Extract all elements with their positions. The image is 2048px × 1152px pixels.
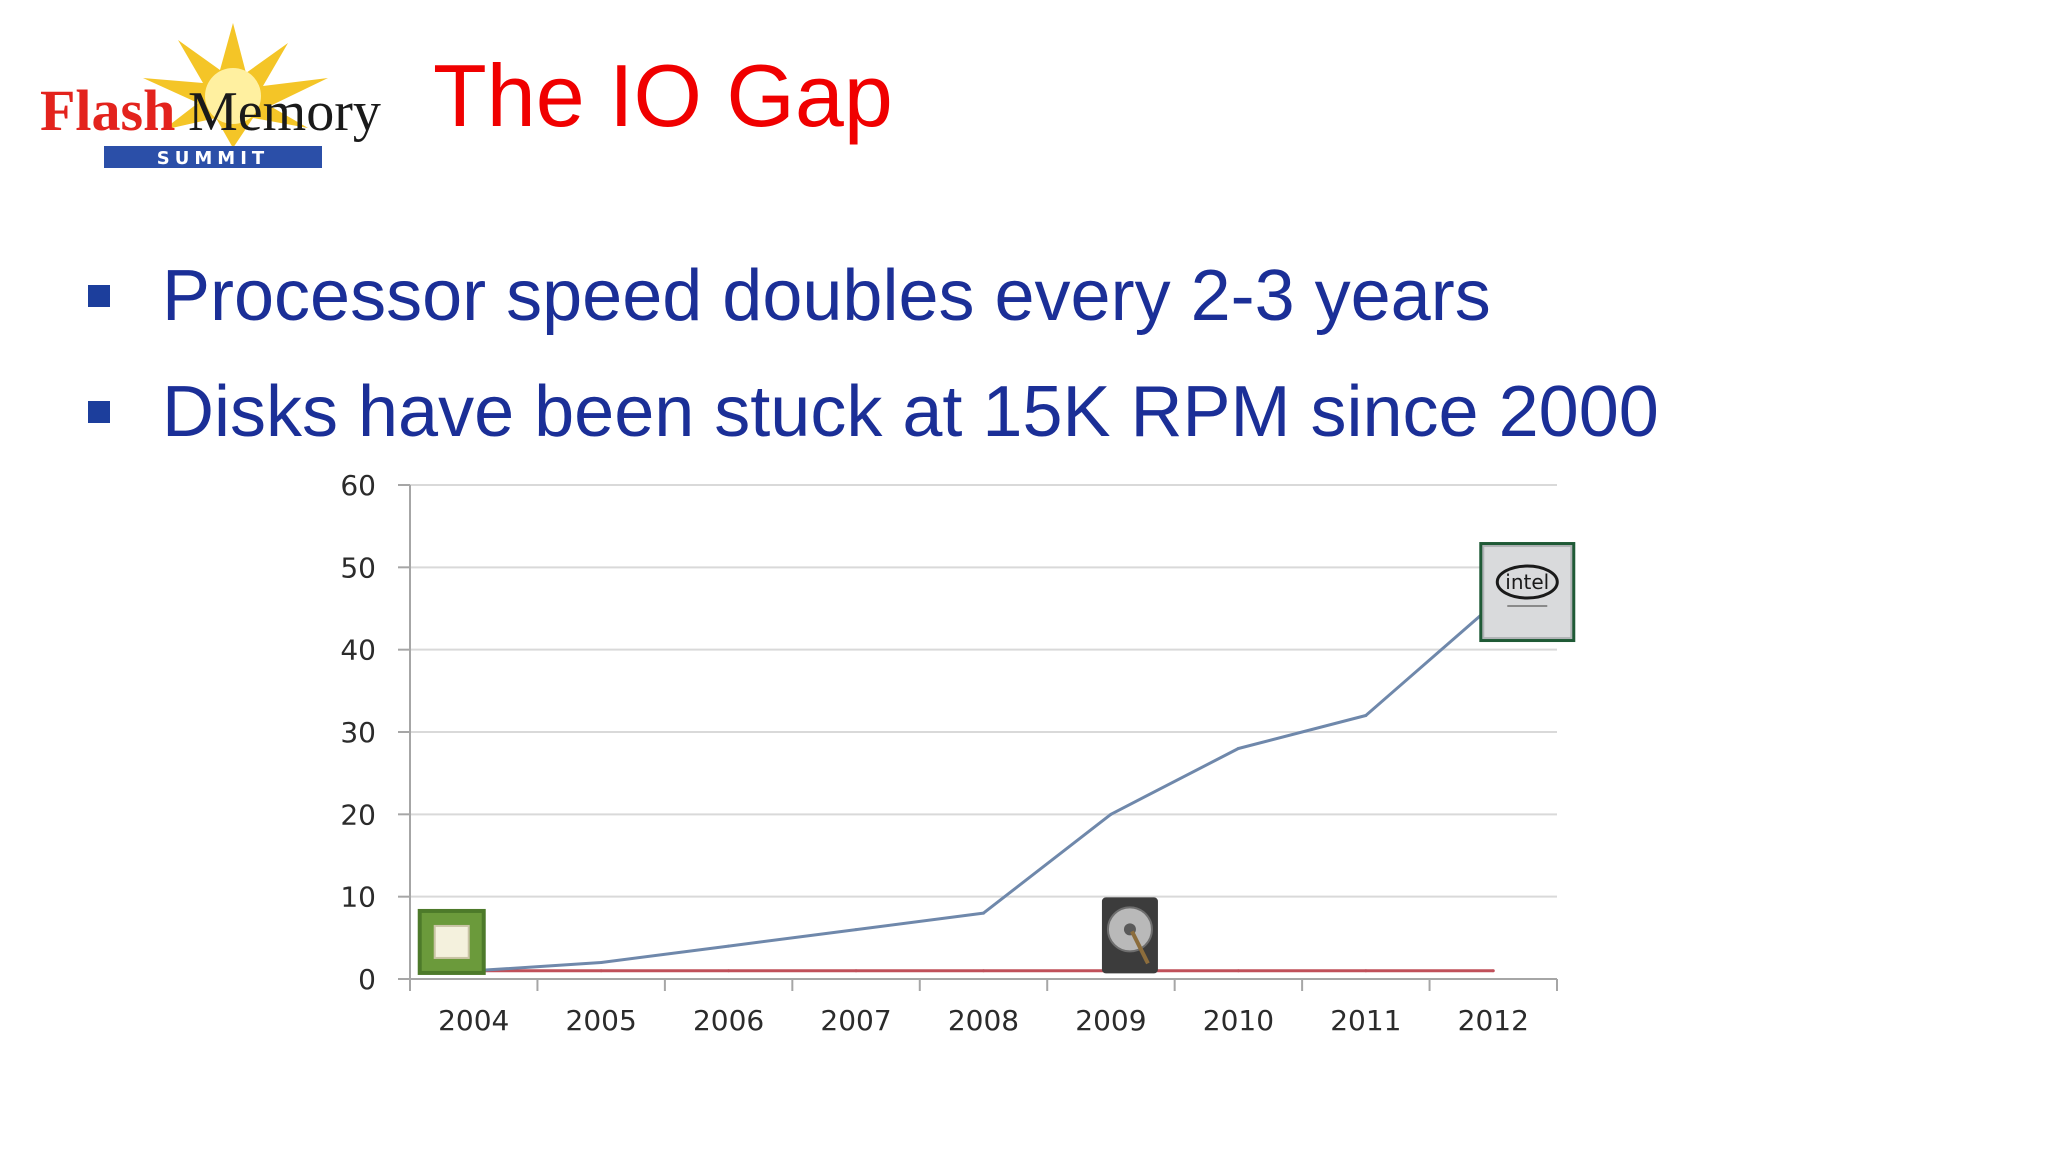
series-point xyxy=(1364,969,1368,973)
chip-die xyxy=(433,924,470,959)
intel-logo-ring xyxy=(1495,564,1559,600)
axes xyxy=(398,484,1558,991)
intel-processor-chip-icon: intel xyxy=(1479,542,1576,643)
amd-processor-chip-icon xyxy=(417,908,486,975)
y-tick-label: 50 xyxy=(340,551,376,584)
series-point xyxy=(1236,969,1240,973)
x-tick-label: 2010 xyxy=(1203,1004,1274,1037)
x-tick-label: 2005 xyxy=(566,1004,637,1037)
flash-memory-summit-logo: Flash Memory SUMMIT xyxy=(40,23,381,169)
x-tick-label: 2008 xyxy=(948,1004,1019,1037)
logo-word-summit: SUMMIT xyxy=(157,148,269,169)
logo-word-flash: Flash xyxy=(40,78,175,143)
chip-heatspreader xyxy=(1482,545,1573,640)
series-point xyxy=(727,944,731,948)
y-tick-label: 40 xyxy=(340,634,376,667)
x-tick-label: 2012 xyxy=(1458,1004,1529,1037)
logo-word-memory: Memory xyxy=(188,81,381,143)
bullet-text: Disks have been stuck at 15K RPM since 2… xyxy=(162,372,1659,452)
series-point xyxy=(727,969,731,973)
bullet-text: Processor speed doubles every 2-3 years xyxy=(162,256,1491,336)
x-tick-label: 2009 xyxy=(1075,1004,1146,1037)
series-line xyxy=(473,603,1495,973)
bullet-item: Disks have been stuck at 15K RPM since 2… xyxy=(88,354,1659,470)
y-tick-label: 10 xyxy=(340,881,376,914)
series-point xyxy=(1109,812,1113,816)
x-tick-label: 2004 xyxy=(438,1004,509,1037)
series-point xyxy=(1491,969,1495,973)
series-point xyxy=(982,969,985,973)
x-tick-label: 2011 xyxy=(1330,1004,1401,1037)
tick-labels: 0 10 20 30 40 50 60 2004 2005 2006 2007 2008 2009 201… xyxy=(340,469,1529,1037)
logo-summit-bar xyxy=(104,146,322,168)
y-tick-label: 20 xyxy=(340,798,376,831)
square-bullet-icon xyxy=(88,285,110,307)
y-tick-label: 60 xyxy=(340,469,376,502)
intel-logo-text: intel xyxy=(1505,570,1549,594)
grid-lines xyxy=(410,484,1557,898)
series-point xyxy=(982,911,985,915)
hard-disk-drive-icon xyxy=(1101,897,1158,974)
slide-title: The IO Gap xyxy=(433,46,893,145)
bullet-item: Processor speed doubles every 2-3 years xyxy=(88,238,1659,354)
series-point xyxy=(854,928,858,932)
y-tick-label: 0 xyxy=(358,963,376,996)
x-tick-label: 2006 xyxy=(693,1004,764,1037)
series-point xyxy=(1364,714,1368,718)
series-lines xyxy=(472,602,1495,973)
y-tick-label: 30 xyxy=(340,716,376,749)
bullet-list: Processor speed doubles every 2-3 years … xyxy=(88,238,1659,470)
series-point xyxy=(1236,746,1240,750)
square-bullet-icon xyxy=(88,401,110,423)
sun-icon xyxy=(143,23,328,148)
series-point xyxy=(599,961,603,965)
disk-arm xyxy=(1130,930,1150,965)
x-tick-label: 2007 xyxy=(820,1004,891,1037)
chart-images: intel xyxy=(417,542,1576,975)
series-point xyxy=(854,969,858,973)
series-point xyxy=(599,969,603,973)
